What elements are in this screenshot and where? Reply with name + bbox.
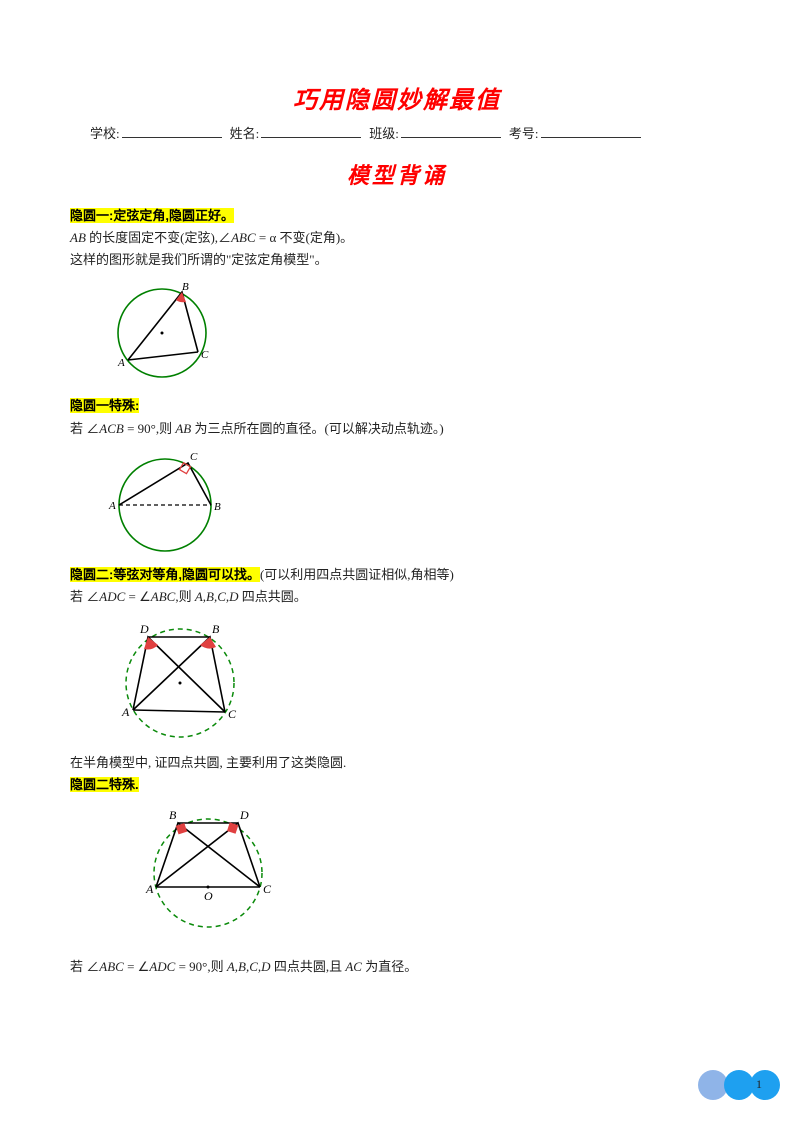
t3g: 四点共圆,且 bbox=[271, 959, 346, 974]
text-s2-l1: 若 ∠ADC = ∠ABC,则 A,B,C,D 四点共圆。 bbox=[70, 587, 724, 607]
text-s1sp: 若 ∠ACB = 90°,则 AB 为三点所在圆的直径。(可以解决动点轨迹。) bbox=[70, 419, 724, 439]
t2a: 若 ∠ bbox=[70, 589, 99, 604]
t2d: ABC bbox=[151, 589, 176, 604]
t2f: A,B,C,D bbox=[195, 589, 239, 604]
svg-text:B: B bbox=[214, 501, 221, 513]
t2e: ,则 bbox=[175, 589, 195, 604]
diagram-4: A C B D O bbox=[120, 803, 724, 933]
text-s1-l2: 这样的图形就是我们所谓的"定弦定角模型"。 bbox=[70, 250, 724, 270]
blank-name bbox=[261, 124, 361, 138]
label-name: 姓名: bbox=[230, 123, 260, 142]
text-s1l1d: = α 不变(定角)。 bbox=[256, 230, 354, 245]
svg-text:C: C bbox=[263, 882, 272, 896]
svg-text:C: C bbox=[228, 707, 237, 721]
t1e: 为三点所在圆的直径。(可以解决动点轨迹。) bbox=[191, 421, 443, 436]
text-s2-tail: (可以利用四点共圆证相似,角相等) bbox=[260, 567, 454, 582]
t3h: AC bbox=[345, 959, 362, 974]
t1b: ACB bbox=[99, 421, 124, 436]
svg-text:A: A bbox=[108, 500, 116, 512]
page-title: 巧用隐圆妙解最值 bbox=[70, 80, 724, 115]
t1c: = 90°,则 bbox=[124, 421, 176, 436]
t2c: = ∠ bbox=[125, 589, 151, 604]
t2b: ADC bbox=[99, 589, 125, 604]
svg-text:B: B bbox=[169, 808, 177, 822]
svg-text:C: C bbox=[201, 349, 209, 361]
t3d: ADC bbox=[149, 959, 175, 974]
heading-hidden-circle-2-special: 隐圆二特殊. bbox=[70, 777, 139, 792]
form-row: 学校: 姓名: 班级: 考号: bbox=[70, 123, 724, 142]
section-title: 模型背诵 bbox=[70, 158, 724, 190]
t3i: 为直径。 bbox=[362, 959, 417, 974]
text-half-angle: 在半角模型中, 证四点共圆, 主要利用了这类隐圆. bbox=[70, 753, 724, 773]
t1a: 若 ∠ bbox=[70, 421, 99, 436]
t1d: AB bbox=[175, 421, 191, 436]
text-s2sp: 若 ∠ABC = ∠ADC = 90°,则 A,B,C,D 四点共圆,且 AC … bbox=[70, 957, 724, 977]
svg-text:C: C bbox=[190, 451, 198, 463]
label-class: 班级: bbox=[369, 123, 399, 142]
heading-hidden-circle-2: 隐圆二:等弦对等角,隐圆可以找。 bbox=[70, 567, 260, 582]
t3e: = 90°,则 bbox=[175, 959, 227, 974]
t2g: 四点共圆。 bbox=[239, 589, 307, 604]
svg-text:B: B bbox=[212, 622, 220, 636]
footer-circle-icon bbox=[750, 1070, 780, 1100]
svg-text:B: B bbox=[182, 281, 189, 293]
t3f: A,B,C,D bbox=[227, 959, 271, 974]
t3a: 若 ∠ bbox=[70, 959, 99, 974]
svg-text:O: O bbox=[204, 889, 213, 903]
svg-text:D: D bbox=[139, 622, 149, 636]
label-school: 学校: bbox=[90, 123, 120, 142]
text-ab: AB bbox=[70, 230, 86, 245]
svg-text:A: A bbox=[145, 882, 154, 896]
t3c: = ∠ bbox=[124, 959, 150, 974]
footer-circles bbox=[698, 1070, 780, 1100]
blank-class bbox=[401, 124, 501, 138]
blank-school bbox=[122, 124, 222, 138]
text-s1-l1: AB 的长度固定不变(定弦),∠ABC = α 不变(定角)。 bbox=[70, 228, 724, 248]
heading-hidden-circle-1: 隐圆一:定弦定角,隐圆正好。 bbox=[70, 208, 234, 223]
svg-text:A: A bbox=[121, 705, 130, 719]
text-abc: ABC bbox=[231, 230, 256, 245]
t3b: ABC bbox=[99, 959, 124, 974]
page-number: 1 bbox=[756, 1077, 762, 1092]
svg-text:A: A bbox=[117, 357, 125, 369]
diagram-3: A C D B bbox=[100, 615, 724, 745]
heading-hidden-circle-1-special: 隐圆一特殊: bbox=[70, 398, 139, 413]
footer-circle-icon bbox=[724, 1070, 754, 1100]
diagram-2: A B C bbox=[100, 447, 724, 557]
diagram-1: A B C bbox=[100, 278, 724, 388]
text-s1l1b: 的长度固定不变(定弦),∠ bbox=[86, 230, 231, 245]
svg-text:D: D bbox=[239, 808, 249, 822]
label-examno: 考号: bbox=[509, 123, 539, 142]
heading-line-2: 隐圆二:等弦对等角,隐圆可以找。(可以利用四点共圆证相似,角相等) bbox=[70, 565, 724, 585]
blank-examno bbox=[541, 124, 641, 138]
